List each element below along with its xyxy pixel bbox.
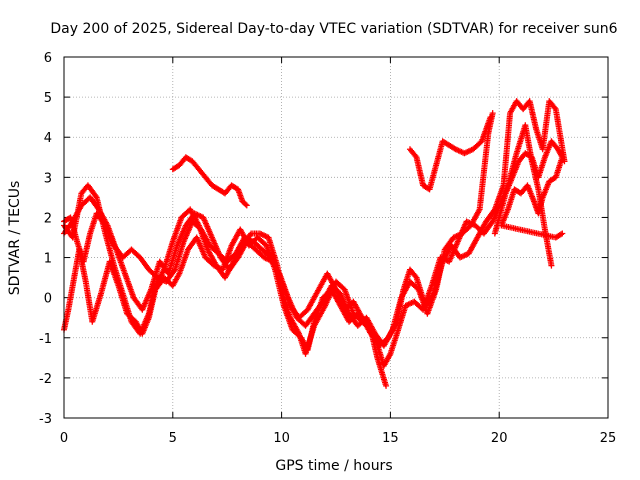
series-7 xyxy=(491,138,566,241)
data-point xyxy=(548,262,555,269)
x-tick-label: 15 xyxy=(382,431,399,446)
data-points xyxy=(61,98,568,389)
chart-title: Day 200 of 2025, Sidereal Day-to-day VTE… xyxy=(50,21,617,37)
plot-frame xyxy=(63,56,609,419)
x-tick-label: 10 xyxy=(273,431,290,446)
data-point xyxy=(383,382,390,389)
y-tick-label: 0 xyxy=(44,292,52,307)
y-tick-label: 6 xyxy=(44,51,52,66)
data-point xyxy=(242,201,249,208)
series-6 xyxy=(406,114,494,193)
y-tick-label: 4 xyxy=(44,131,52,146)
x-tick-label: 20 xyxy=(491,431,508,446)
x-tick-label: 0 xyxy=(60,431,68,446)
series-5 xyxy=(169,154,250,209)
x-axis-label: GPS time / hours xyxy=(275,458,392,474)
data-point xyxy=(243,202,250,209)
y-tick-label: -3 xyxy=(39,412,52,427)
y-tick-label: 3 xyxy=(44,171,52,186)
y-tick-label: 1 xyxy=(44,252,52,267)
data-point xyxy=(551,104,558,111)
y-tick-label: -2 xyxy=(39,372,52,387)
data-point xyxy=(487,114,494,121)
y-tick-label: -1 xyxy=(39,332,52,347)
x-tick-labels: 0 5 10 15 20 25 xyxy=(60,431,616,446)
x-tick-label: 5 xyxy=(169,431,177,446)
data-point xyxy=(489,110,496,117)
y-axis-label: SDTVAR / TECUs xyxy=(7,181,23,296)
data-point xyxy=(557,231,564,238)
data-point xyxy=(559,230,566,237)
y-tick-labels: -3 -2 -1 0 1 2 3 4 5 6 xyxy=(39,51,52,427)
x-tick-label: 25 xyxy=(600,431,617,446)
y-tick-label: 2 xyxy=(44,211,52,226)
y-tick-label: 5 xyxy=(44,91,52,106)
data-point xyxy=(247,231,254,238)
data-point xyxy=(92,193,99,200)
